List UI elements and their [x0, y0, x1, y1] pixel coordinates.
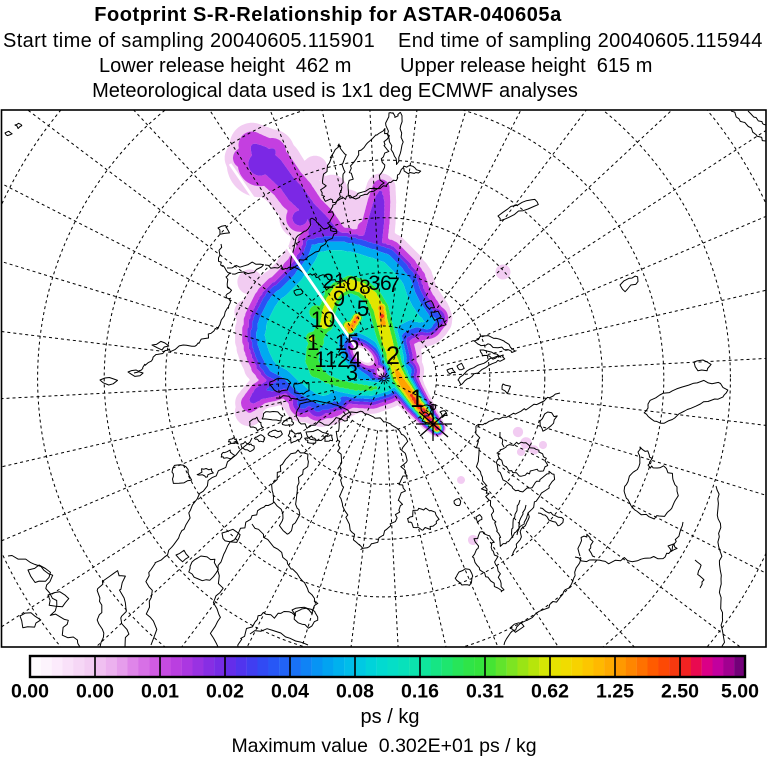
svg-text:0: 0 — [346, 273, 358, 296]
svg-text:0.04: 0.04 — [271, 681, 309, 703]
svg-text:3: 3 — [346, 360, 358, 385]
svg-text:Meteorological data used is 1x: Meteorological data used is 1x1 deg ECMW… — [92, 80, 578, 102]
svg-text:Maximum value 0.302E+01 ps /: Maximum value 0.302E+01 ps / kg — [231, 735, 536, 757]
svg-text:0.62: 0.62 — [531, 681, 569, 703]
svg-text:ps / kg: ps / kg — [361, 706, 420, 728]
svg-text:0.02: 0.02 — [206, 681, 244, 703]
svg-text:1: 1 — [410, 385, 424, 413]
svg-text:0.31: 0.31 — [466, 681, 504, 703]
svg-text:End time of sampling 20040605.: End time of sampling 20040605.115944 — [398, 30, 763, 52]
svg-text:10: 10 — [311, 307, 335, 332]
svg-text:0.08: 0.08 — [336, 681, 374, 703]
svg-text:Upper release height 615 m: Upper release height 615 m — [400, 55, 652, 77]
svg-text:Footprint S-R-Relationship for: Footprint S-R-Relationship for ASTAR-040… — [94, 4, 562, 26]
svg-text:0.01: 0.01 — [141, 681, 179, 703]
svg-text:0.00: 0.00 — [11, 681, 49, 703]
svg-text:5.00: 5.00 — [721, 681, 759, 703]
svg-text:1.25: 1.25 — [596, 681, 634, 703]
svg-text:21: 21 — [322, 270, 345, 293]
svg-text:0.16: 0.16 — [401, 681, 439, 703]
svg-text:0.00: 0.00 — [76, 681, 114, 703]
svg-text:7: 7 — [388, 274, 400, 297]
svg-text:Lower release height 462 m: Lower release height 462 m — [99, 55, 351, 77]
svg-text:2.50: 2.50 — [661, 681, 699, 703]
svg-text:5: 5 — [357, 296, 369, 321]
svg-text:2: 2 — [386, 342, 400, 370]
svg-text:Start time of sampling 2004060: Start time of sampling 20040605.115901 — [3, 30, 375, 52]
